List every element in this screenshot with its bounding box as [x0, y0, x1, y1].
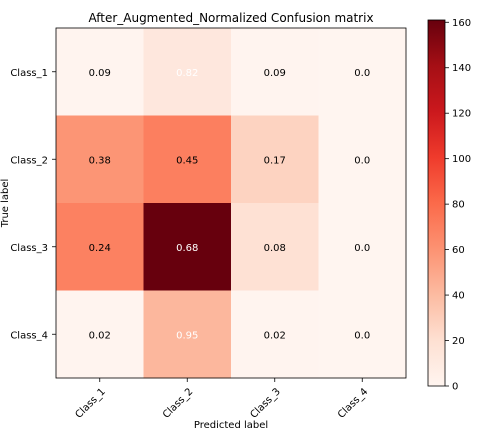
cell-value-label: 0.02: [264, 330, 286, 341]
heatmap-cell: [231, 203, 319, 291]
cell-value-label: 0.45: [176, 155, 198, 166]
cell-value-label: 0.0: [354, 155, 370, 166]
cell-value-label: 0.0: [354, 330, 370, 341]
colorbar-tick-label: 120: [452, 109, 471, 120]
cell-value-label: 0.38: [89, 155, 111, 166]
cell-value-label: 0.0: [354, 68, 370, 79]
colorbar-tick-label: 40: [452, 291, 465, 302]
heatmap-cell: [143, 290, 232, 379]
x-axis-ticks: Class_1 Class_2 Class_3 Class_4: [73, 378, 370, 421]
heatmap-cell-labels: 0.09 0.82 0.09 0.0 0.38 0.45 0.17 0.0 0.24 0.68 0.…: [89, 68, 371, 342]
y-axis-label: True label: [0, 179, 11, 229]
y-tick-label: Class_3: [10, 243, 48, 254]
x-tick-label: Class_3: [248, 386, 282, 420]
y-tick-label: Class_1: [10, 68, 48, 79]
y-tick-label: Class_2: [10, 155, 48, 166]
colorbar-tick-label: 140: [452, 63, 471, 74]
heatmap-cell: [231, 28, 319, 116]
x-tick-label: Class_1: [73, 386, 107, 420]
heatmap-cell: [56, 115, 144, 204]
heatmap-cell: [143, 115, 232, 204]
cell-value-label: 0.02: [89, 330, 111, 341]
cell-value-label: 0.0: [354, 243, 370, 254]
heatmap-cell: [56, 28, 144, 116]
heatmap-cells: [56, 28, 407, 379]
heatmap-cell: [56, 290, 144, 379]
cell-value-label: 0.09: [264, 68, 286, 79]
heatmap-cell: [231, 290, 319, 379]
y-tick-label: Class_4: [10, 330, 48, 341]
cell-value-label: 0.68: [176, 243, 198, 254]
heatmap-cell: [318, 28, 407, 116]
colorbar-tick-label: 80: [452, 200, 465, 211]
cell-value-label: 0.82: [176, 68, 198, 79]
colorbar-tick-label: 160: [452, 18, 471, 29]
y-axis-ticks: Class_1 Class_2 Class_3 Class_4: [10, 68, 56, 341]
heatmap-cell: [318, 203, 407, 291]
colorbar-tick-label: 100: [452, 154, 471, 165]
x-tick-label: Class_4: [336, 386, 370, 420]
heatmap-cell: [56, 203, 144, 291]
heatmap-cell: [143, 203, 232, 291]
cell-value-label: 0.17: [264, 155, 286, 166]
colorbar: [427, 19, 446, 387]
cell-value-label: 0.24: [89, 243, 111, 254]
heatmap-cell: [231, 115, 319, 204]
cell-value-label: 0.95: [176, 330, 198, 341]
colorbar-tick-label: 0: [452, 382, 458, 393]
cell-value-label: 0.09: [89, 68, 111, 79]
cell-value-label: 0.08: [264, 243, 286, 254]
x-axis-label: Predicted label: [194, 420, 268, 431]
x-tick-label: Class_2: [161, 386, 195, 420]
chart-title: After_Augmented_Normalized Confusion mat…: [88, 11, 373, 25]
heatmap-cell: [143, 28, 232, 116]
heatmap-cell: [318, 115, 407, 204]
colorbar-tick-label: 20: [452, 336, 465, 347]
plot-frame: [55, 27, 407, 379]
colorbar-ticks: 0 20 40 60 80 100 120 140 160: [445, 18, 471, 393]
heatmap-cell: [318, 290, 407, 379]
colorbar-tick-label: 60: [452, 245, 465, 256]
